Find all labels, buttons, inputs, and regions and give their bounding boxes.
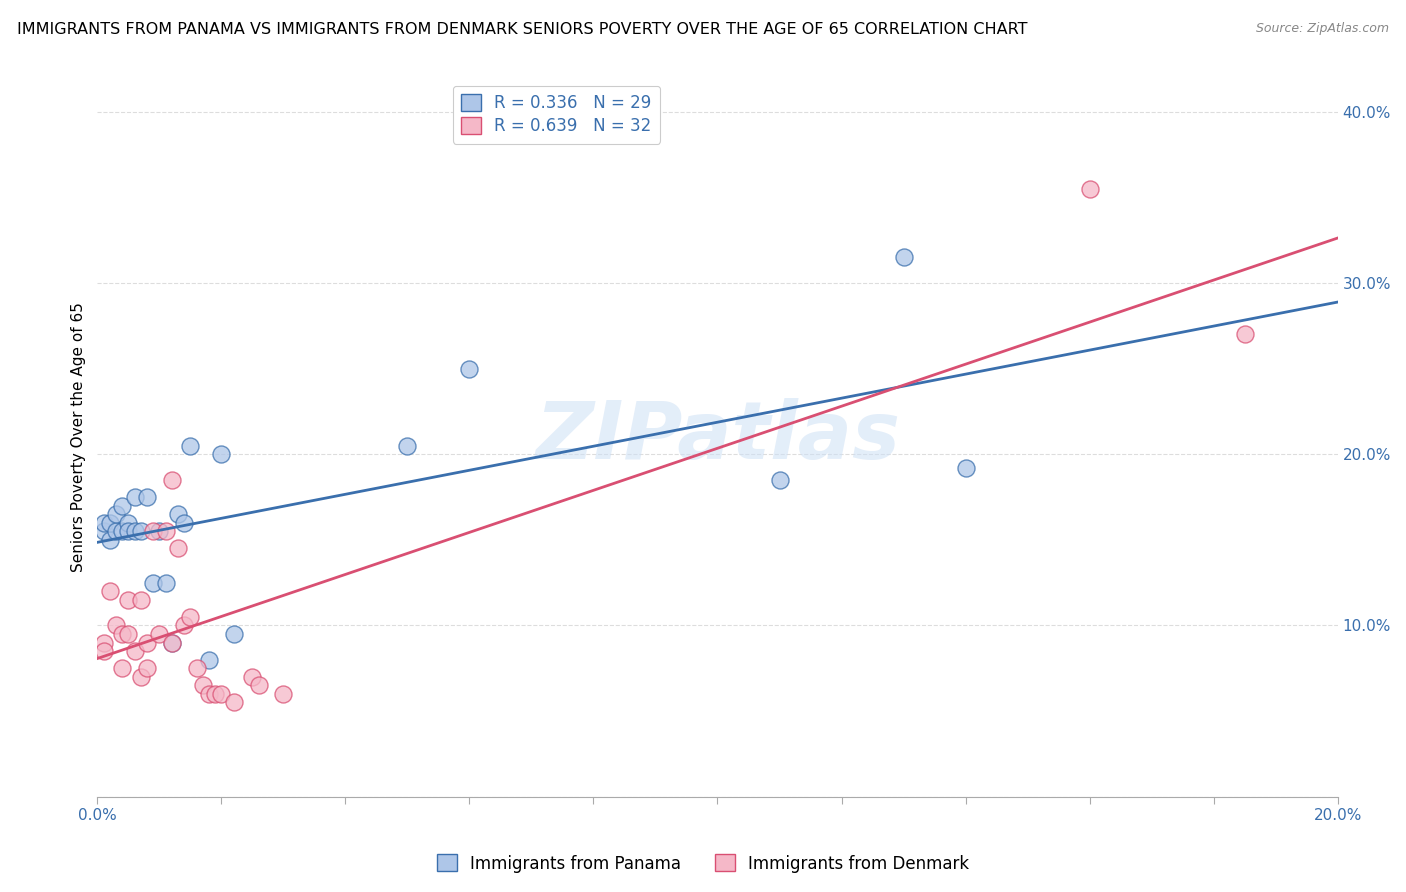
Point: [209, 687, 232, 701]
Point: [148, 627, 170, 641]
Point: [136, 490, 159, 504]
Point: [98, 584, 121, 599]
Point: [111, 524, 134, 539]
Point: [160, 473, 183, 487]
Point: [104, 618, 127, 632]
Point: [117, 627, 139, 641]
Point: [247, 678, 270, 692]
Point: [142, 524, 165, 539]
Point: [198, 687, 221, 701]
Point: [160, 635, 183, 649]
Point: [167, 507, 190, 521]
Text: IMMIGRANTS FROM PANAMA VS IMMIGRANTS FROM DENMARK SENIORS POVERTY OVER THE AGE O: IMMIGRANTS FROM PANAMA VS IMMIGRANTS FRO…: [17, 22, 1028, 37]
Point: [458, 361, 481, 376]
Point: [179, 439, 201, 453]
Point: [111, 499, 134, 513]
Point: [93, 516, 115, 530]
Point: [117, 592, 139, 607]
Point: [160, 635, 183, 649]
Point: [93, 524, 115, 539]
Point: [148, 524, 170, 539]
Point: [98, 516, 121, 530]
Point: [111, 627, 134, 641]
Point: [117, 516, 139, 530]
Point: [129, 670, 152, 684]
Point: [1078, 182, 1101, 196]
Point: [111, 661, 134, 675]
Point: [173, 618, 195, 632]
Point: [104, 507, 127, 521]
Legend: Immigrants from Panama, Immigrants from Denmark: Immigrants from Panama, Immigrants from …: [430, 847, 976, 880]
Point: [191, 678, 214, 692]
Point: [173, 516, 195, 530]
Point: [124, 490, 146, 504]
Point: [136, 635, 159, 649]
Point: [1233, 327, 1256, 342]
Point: [955, 461, 977, 475]
Point: [768, 473, 790, 487]
Point: [242, 670, 264, 684]
Point: [198, 653, 221, 667]
Point: [136, 661, 159, 675]
Point: [129, 524, 152, 539]
Text: ZIPatlas: ZIPatlas: [536, 398, 900, 476]
Point: [893, 250, 915, 264]
Point: [142, 575, 165, 590]
Point: [129, 592, 152, 607]
Point: [222, 696, 245, 710]
Point: [396, 439, 419, 453]
Point: [204, 687, 226, 701]
Point: [209, 447, 232, 461]
Text: Source: ZipAtlas.com: Source: ZipAtlas.com: [1256, 22, 1389, 36]
Point: [98, 533, 121, 547]
Point: [186, 661, 208, 675]
Point: [93, 644, 115, 658]
Point: [179, 610, 201, 624]
Point: [104, 524, 127, 539]
Point: [124, 524, 146, 539]
Point: [167, 541, 190, 556]
Point: [93, 635, 115, 649]
Point: [155, 524, 177, 539]
Point: [155, 575, 177, 590]
Point: [222, 627, 245, 641]
Legend: R = 0.336   N = 29, R = 0.639   N = 32: R = 0.336 N = 29, R = 0.639 N = 32: [453, 86, 659, 144]
Point: [273, 687, 295, 701]
Y-axis label: Seniors Poverty Over the Age of 65: Seniors Poverty Over the Age of 65: [72, 302, 86, 572]
Point: [124, 644, 146, 658]
Point: [117, 524, 139, 539]
